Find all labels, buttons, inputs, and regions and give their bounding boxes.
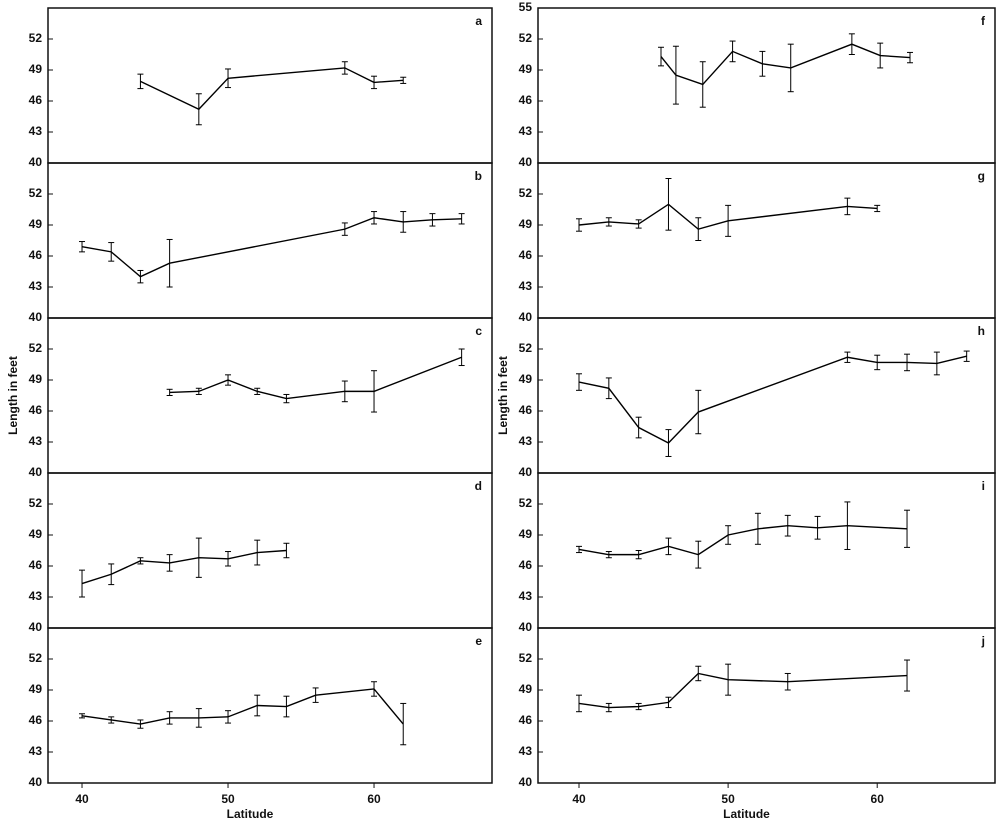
plot-frame [537,627,996,784]
y-tick-label: 46 [519,248,533,262]
y-tick-label: 46 [519,713,533,727]
panel-label: a [475,14,482,28]
y-tick-label: 52 [519,341,533,355]
x-tick-label: 60 [367,792,381,806]
y-tick-label: 40 [29,620,43,634]
y-tick-label: 46 [519,558,533,572]
line [81,688,404,725]
y-tick-label: 46 [29,248,43,262]
y-tick-label: 52 [29,496,43,510]
panel-label: i [982,479,985,493]
y-tick-label: 52 [519,651,533,665]
y-tick-label: 46 [29,93,43,107]
y-tick-label: 49 [29,682,43,696]
panel-label: e [475,634,482,648]
y-tick-label: 43 [519,744,533,758]
plot-frame [47,162,493,319]
x-axis-label: Latitude [227,807,274,821]
plot-frame [537,317,996,474]
line [81,549,287,585]
line [578,672,908,709]
y-tick-label: 52 [519,496,533,510]
y-tick-label: 49 [519,217,533,231]
y-tick-label: 40 [519,620,533,634]
plot-frame [47,472,493,629]
y-tick-label: 40 [29,310,43,324]
y-tick-label: 43 [519,279,533,293]
line [578,524,908,556]
y-tick-label: 52 [29,341,43,355]
y-tick-label: 40 [29,775,43,789]
panel-label: g [978,169,985,183]
y-tick-label: 49 [519,372,533,386]
plot-frame [47,627,493,784]
y-tick-label: 49 [519,527,533,541]
panel-label: b [475,169,482,183]
y-tick-label: 43 [29,434,43,448]
line [140,67,404,111]
y-tick-label: 46 [29,403,43,417]
y-axis-label: Length in feet [496,356,510,435]
y-tick-label: 52 [29,651,43,665]
panel-label: c [475,324,482,338]
x-tick-label: 60 [871,792,885,806]
y-tick-label: 55 [519,0,533,14]
y-tick-label: 49 [519,62,533,76]
y-tick-label: 46 [519,93,533,107]
x-tick-label: 40 [75,792,89,806]
line [578,203,878,230]
line [81,217,462,278]
plot-frame [47,317,493,474]
y-tick-label: 40 [519,775,533,789]
plot-frame [537,7,996,164]
panel-label: d [475,479,482,493]
y-tick-label: 40 [29,465,43,479]
y-tick-label: 40 [519,310,533,324]
line [578,355,967,444]
y-tick-label: 46 [29,713,43,727]
y-tick-label: 40 [29,155,43,169]
plot-frame [537,472,996,629]
x-tick-label: 50 [221,792,235,806]
y-tick-label: 43 [29,744,43,758]
line [169,356,462,400]
panel-label: h [978,324,985,338]
panel-label: f [981,14,986,28]
x-axis-label: Latitude [723,807,770,821]
plot-frame [537,162,996,319]
y-tick-label: 43 [29,124,43,138]
y-tick-label: 49 [29,527,43,541]
y-tick-label: 52 [519,31,533,45]
panel-label: j [981,634,985,648]
y-tick-label: 43 [519,434,533,448]
y-tick-label: 52 [519,186,533,200]
y-tick-label: 49 [29,62,43,76]
y-axis-label: Length in feet [6,356,20,435]
y-tick-label: 43 [519,124,533,138]
y-tick-label: 43 [29,279,43,293]
y-tick-label: 43 [29,589,43,603]
y-tick-label: 52 [29,31,43,45]
y-tick-label: 49 [29,217,43,231]
y-tick-label: 49 [29,372,43,386]
line [660,43,911,86]
y-tick-label: 43 [519,589,533,603]
x-tick-label: 50 [721,792,735,806]
y-tick-label: 46 [519,403,533,417]
y-tick-label: 40 [519,465,533,479]
y-tick-label: 49 [519,682,533,696]
x-tick-label: 40 [572,792,586,806]
plot-frame [47,7,493,164]
y-tick-label: 52 [29,186,43,200]
y-tick-label: 40 [519,155,533,169]
y-tick-label: 46 [29,558,43,572]
